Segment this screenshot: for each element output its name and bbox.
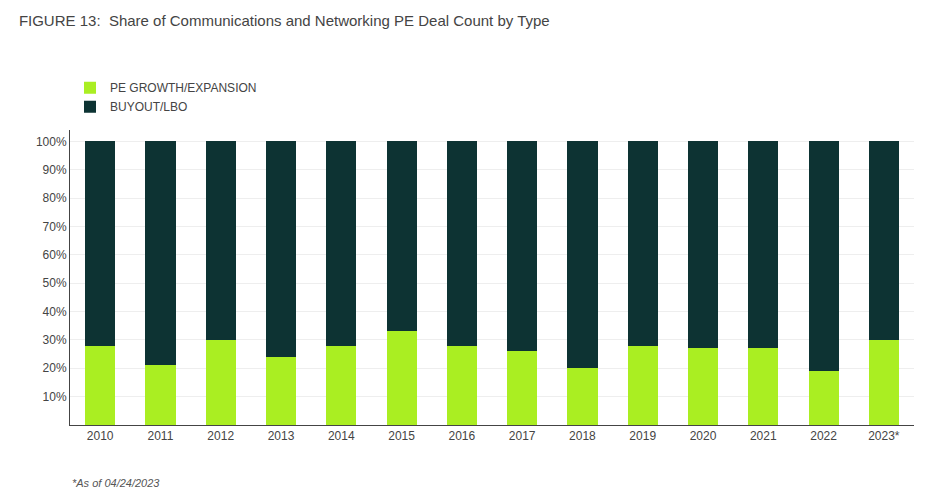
svg-text:2017: 2017 bbox=[509, 429, 536, 443]
svg-text:2022: 2022 bbox=[810, 429, 837, 443]
svg-text:30%: 30% bbox=[43, 333, 67, 347]
svg-text:2021: 2021 bbox=[750, 429, 777, 443]
svg-text:2013: 2013 bbox=[268, 429, 295, 443]
svg-text:2016: 2016 bbox=[449, 429, 476, 443]
svg-text:20%: 20% bbox=[43, 361, 67, 375]
svg-text:PE GROWTH/EXPANSION: PE GROWTH/EXPANSION bbox=[110, 81, 256, 95]
svg-text:2019: 2019 bbox=[629, 429, 656, 443]
svg-text:2020: 2020 bbox=[690, 429, 717, 443]
svg-text:FIGURE 13: Share of Communica: FIGURE 13: Share of Communications and N… bbox=[19, 12, 550, 29]
svg-text:2015: 2015 bbox=[388, 429, 415, 443]
svg-text:40%: 40% bbox=[43, 305, 67, 319]
svg-text:60%: 60% bbox=[43, 248, 67, 262]
svg-text:50%: 50% bbox=[43, 276, 67, 290]
svg-text:2023*: 2023* bbox=[868, 429, 900, 443]
svg-text:70%: 70% bbox=[43, 220, 67, 234]
svg-text:100%: 100% bbox=[36, 135, 67, 149]
svg-text:10%: 10% bbox=[43, 390, 67, 404]
svg-text:2012: 2012 bbox=[207, 429, 234, 443]
svg-text:90%: 90% bbox=[43, 163, 67, 177]
svg-text:*As of 04/24/2023: *As of 04/24/2023 bbox=[72, 477, 160, 489]
svg-text:2014: 2014 bbox=[328, 429, 355, 443]
svg-text:2011: 2011 bbox=[148, 429, 174, 443]
svg-text:2018: 2018 bbox=[569, 429, 596, 443]
svg-text:80%: 80% bbox=[43, 191, 67, 205]
svg-text:BUYOUT/LBO: BUYOUT/LBO bbox=[110, 100, 187, 114]
svg-text:2010: 2010 bbox=[87, 429, 114, 443]
